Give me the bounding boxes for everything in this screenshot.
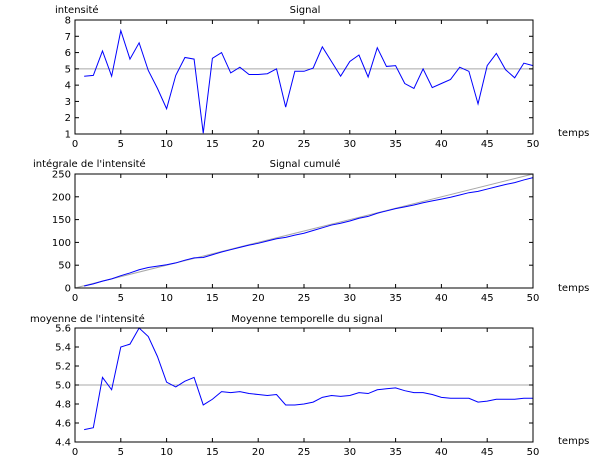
y-tick-label: 4.4	[55, 438, 71, 449]
y-tick-label: 4	[65, 81, 71, 92]
x-tick-label: 15	[206, 139, 219, 150]
panel-moyenne-temporelle: Moyenne temporelle du signal moyenne de …	[30, 313, 589, 458]
x-tick-label: 20	[252, 293, 265, 304]
chart-title: Signal cumulé	[270, 158, 341, 170]
x-tick-label: 30	[343, 139, 356, 150]
tick-layer: 0 5 10 15 20 25 30 35 40 45 50 0 50 100 150 200 250	[52, 170, 539, 305]
x-tick-label: 45	[481, 447, 494, 458]
x-tick-label: 40	[435, 447, 448, 458]
y-tick-label: 1	[65, 130, 71, 141]
plot-frame	[74, 173, 534, 289]
x-tick-label: 35	[389, 293, 402, 304]
x-tick-label: 50	[527, 447, 540, 458]
x-tick-label: 25	[298, 139, 311, 150]
plot-frame	[74, 327, 534, 443]
y-tick-label: 50	[58, 261, 71, 272]
y-tick-label: 5.4	[55, 343, 71, 354]
y-tick-label: 5	[65, 64, 71, 75]
x-tick-label: 0	[72, 139, 78, 150]
x-tick-label: 50	[527, 139, 540, 150]
y-tick-label: 4.8	[55, 400, 71, 411]
series-line	[84, 327, 533, 431]
y-axis-label: moyenne de l'intensité	[30, 313, 145, 325]
plot-frame	[74, 19, 534, 135]
x-tick-label: 30	[343, 447, 356, 458]
x-tick-label: 0	[72, 293, 78, 304]
x-axis-label: temps	[558, 283, 589, 294]
y-tick-label: 5.0	[55, 381, 71, 392]
x-tick-label: 25	[298, 293, 311, 304]
x-tick-label: 20	[252, 447, 265, 458]
y-tick-label: 3	[65, 97, 71, 108]
y-axis-label: intensité	[55, 4, 99, 16]
y-tick-label: 8	[65, 16, 71, 27]
reference-line	[74, 173, 534, 289]
x-tick-label: 5	[118, 293, 124, 304]
panel-signal-cumule: Signal cumulé intégrale de l'intensité t…	[33, 158, 589, 304]
y-tick-label: 5.6	[55, 324, 71, 335]
reference-line-layer	[74, 173, 534, 289]
x-tick-label: 40	[435, 139, 448, 150]
y-tick-label: 100	[52, 238, 71, 249]
x-tick-label: 20	[252, 139, 265, 150]
panel-signal: Signal intensité temps 0 5 10 15 20 25 30 35 40 4…	[55, 4, 589, 150]
chart-title: Signal	[290, 5, 321, 16]
x-axis-label: temps	[558, 128, 589, 139]
x-axis-label: temps	[558, 436, 589, 447]
x-tick-label: 25	[298, 447, 311, 458]
x-tick-label: 15	[206, 293, 219, 304]
tick-layer: 0 5 10 15 20 25 30 35 40 45 50 4.4 4.6 4.8 5.0 5.2 5.4 5.…	[55, 324, 539, 459]
x-tick-label: 5	[118, 139, 124, 150]
x-tick-label: 5	[118, 447, 124, 458]
x-tick-label: 35	[389, 139, 402, 150]
x-tick-label: 45	[481, 139, 494, 150]
x-tick-label: 35	[389, 447, 402, 458]
y-tick-label: 250	[52, 170, 71, 181]
y-tick-label: 2	[65, 113, 71, 124]
x-tick-label: 40	[435, 293, 448, 304]
x-tick-label: 30	[343, 293, 356, 304]
x-tick-label: 50	[527, 293, 540, 304]
chart-title: Moyenne temporelle du signal	[231, 314, 382, 325]
y-tick-label: 150	[52, 215, 71, 226]
x-tick-label: 10	[160, 447, 173, 458]
y-tick-label: 7	[65, 32, 71, 43]
y-tick-label: 200	[52, 192, 71, 203]
x-tick-label: 0	[72, 447, 78, 458]
y-axis-label: intégrale de l'intensité	[33, 158, 146, 170]
x-tick-label: 10	[160, 139, 173, 150]
x-tick-label: 10	[160, 293, 173, 304]
y-tick-label: 0	[65, 284, 71, 295]
y-tick-label: 5.2	[55, 362, 71, 373]
y-tick-label: 4.6	[55, 419, 71, 430]
x-tick-label: 15	[206, 447, 219, 458]
y-tick-label: 6	[65, 48, 71, 59]
series-line	[84, 177, 534, 287]
x-tick-label: 45	[481, 293, 494, 304]
series-line	[84, 28, 534, 134]
